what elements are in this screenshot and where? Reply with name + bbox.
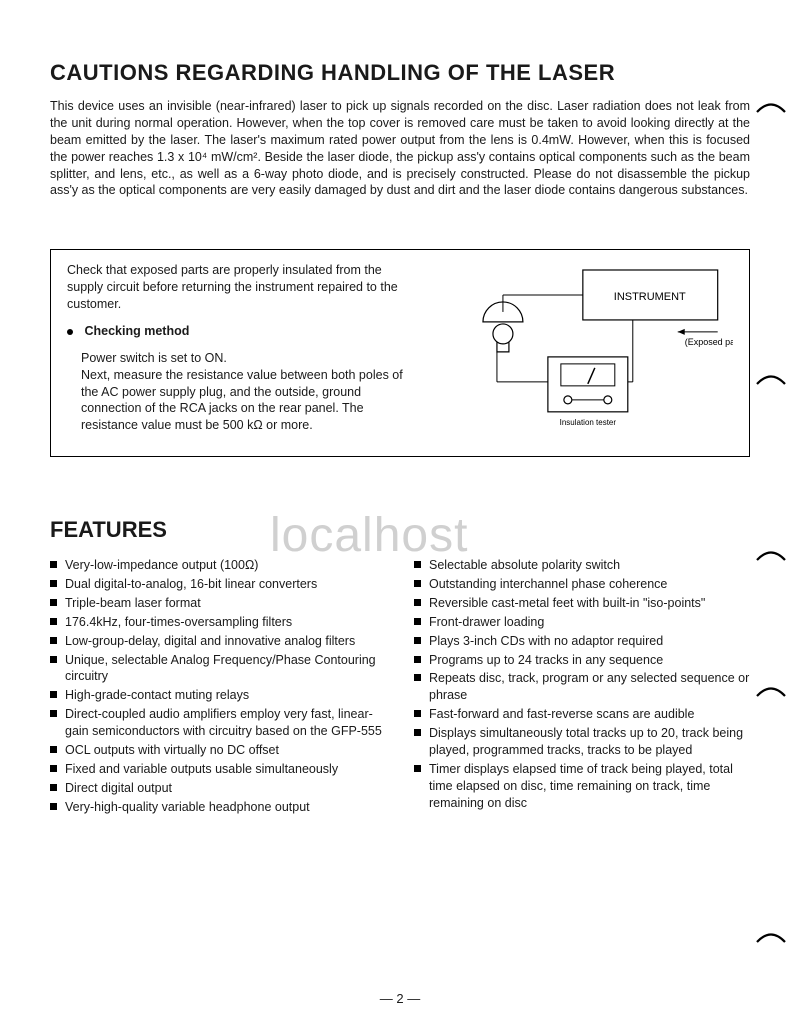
feature-item: High-grade-contact muting relays — [50, 687, 386, 704]
feature-item: Dual digital-to-analog, 16-bit linear co… — [50, 576, 386, 593]
instrument-label: INSTRUMENT — [614, 291, 686, 303]
feature-text: Outstanding interchannel phase coherence — [429, 576, 667, 593]
square-bullet-icon — [50, 580, 57, 587]
feature-item: Front-drawer loading — [414, 614, 750, 631]
features-title: FEATURES — [50, 517, 750, 543]
bullet-icon — [67, 329, 73, 335]
feature-text: Repeats disc, track, program or any sele… — [429, 670, 750, 704]
check-box: Check that exposed parts are properly in… — [50, 249, 750, 457]
feature-item: Reversible cast-metal feet with built-in… — [414, 595, 750, 612]
feature-item: Programs up to 24 tracks in any sequence — [414, 652, 750, 669]
square-bullet-icon — [50, 803, 57, 810]
feature-item: Unique, selectable Analog Frequency/Phas… — [50, 652, 386, 686]
features-col-left: Very-low-impedance output (100Ω) Dual di… — [50, 557, 386, 817]
cautions-body: This device uses an invisible (near-infr… — [50, 98, 750, 199]
tester-label: Insulation tester — [560, 418, 617, 427]
feature-item: Repeats disc, track, program or any sele… — [414, 670, 750, 704]
feature-item: Direct-coupled audio amplifiers employ v… — [50, 706, 386, 740]
square-bullet-icon — [50, 710, 57, 717]
square-bullet-icon — [50, 765, 57, 772]
feature-item: Fixed and variable outputs usable simult… — [50, 761, 386, 778]
feature-text: Fixed and variable outputs usable simult… — [65, 761, 338, 778]
square-bullet-icon — [50, 637, 57, 644]
square-bullet-icon — [50, 691, 57, 698]
feature-text: Front-drawer loading — [429, 614, 544, 631]
feature-text: OCL outputs with virtually no DC offset — [65, 742, 279, 759]
feature-text: Triple-beam laser format — [65, 595, 201, 612]
square-bullet-icon — [50, 618, 57, 625]
feature-text: Very-high-quality variable headphone out… — [65, 799, 310, 816]
square-bullet-icon — [414, 674, 421, 681]
feature-item: Outstanding interchannel phase coherence — [414, 576, 750, 593]
feature-text: Direct digital output — [65, 780, 172, 797]
square-bullet-icon — [414, 765, 421, 772]
feature-text: High-grade-contact muting relays — [65, 687, 249, 704]
square-bullet-icon — [414, 561, 421, 568]
feature-item: Triple-beam laser format — [50, 595, 386, 612]
square-bullet-icon — [50, 746, 57, 753]
features-columns: Very-low-impedance output (100Ω) Dual di… — [50, 557, 750, 817]
feature-item: Selectable absolute polarity switch — [414, 557, 750, 574]
feature-text: 176.4kHz, four-times-oversampling filter… — [65, 614, 292, 631]
exposed-label: (Exposed parts) — [685, 337, 733, 347]
feature-item: Plays 3-inch CDs with no adaptor require… — [414, 633, 750, 650]
square-bullet-icon — [414, 580, 421, 587]
feature-text: Very-low-impedance output (100Ω) — [65, 557, 258, 574]
feature-item: Very-high-quality variable headphone out… — [50, 799, 386, 816]
binding-mark-icon — [756, 372, 786, 384]
square-bullet-icon — [414, 656, 421, 663]
square-bullet-icon — [50, 656, 57, 663]
feature-item: Timer displays elapsed time of track bei… — [414, 761, 750, 812]
check-heading-row: Checking method — [67, 323, 413, 340]
feature-text: Dual digital-to-analog, 16-bit linear co… — [65, 576, 317, 593]
feature-text: Selectable absolute polarity switch — [429, 557, 620, 574]
square-bullet-icon — [414, 618, 421, 625]
feature-item: Very-low-impedance output (100Ω) — [50, 557, 386, 574]
check-heading: Checking method — [84, 324, 189, 338]
check-intro: Check that exposed parts are properly in… — [67, 262, 413, 313]
page-number: — 2 — — [0, 991, 800, 1006]
feature-text: Reversible cast-metal feet with built-in… — [429, 595, 705, 612]
square-bullet-icon — [414, 637, 421, 644]
square-bullet-icon — [414, 729, 421, 736]
feature-text: Fast-forward and fast-reverse scans are … — [429, 706, 694, 723]
check-left-column: Check that exposed parts are properly in… — [67, 262, 413, 444]
feature-item: 176.4kHz, four-times-oversampling filter… — [50, 614, 386, 631]
square-bullet-icon — [414, 599, 421, 606]
feature-item: Displays simultaneously total tracks up … — [414, 725, 750, 759]
square-bullet-icon — [50, 599, 57, 606]
features-col-right: Selectable absolute polarity switch Outs… — [414, 557, 750, 817]
binding-mark-icon — [756, 684, 786, 696]
feature-text: Unique, selectable Analog Frequency/Phas… — [65, 652, 386, 686]
check-diagram: INSTRUMENT (Exposed parts) — [433, 262, 733, 444]
binding-mark-icon — [756, 930, 786, 942]
check-method: Power switch is set to ON. Next, measure… — [81, 350, 413, 434]
square-bullet-icon — [50, 784, 57, 791]
feature-item: Direct digital output — [50, 780, 386, 797]
feature-text: Timer displays elapsed time of track bei… — [429, 761, 750, 812]
cautions-title: CAUTIONS REGARDING HANDLING OF THE LASER — [50, 60, 750, 86]
feature-text: Plays 3-inch CDs with no adaptor require… — [429, 633, 663, 650]
square-bullet-icon — [414, 710, 421, 717]
feature-text: Direct-coupled audio amplifiers employ v… — [65, 706, 386, 740]
feature-item: Fast-forward and fast-reverse scans are … — [414, 706, 750, 723]
binding-mark-icon — [756, 548, 786, 560]
binding-mark-icon — [756, 100, 786, 112]
feature-text: Low-group-delay, digital and innovative … — [65, 633, 355, 650]
square-bullet-icon — [50, 561, 57, 568]
feature-item: Low-group-delay, digital and innovative … — [50, 633, 386, 650]
feature-text: Displays simultaneously total tracks up … — [429, 725, 750, 759]
feature-text: Programs up to 24 tracks in any sequence — [429, 652, 663, 669]
feature-item: OCL outputs with virtually no DC offset — [50, 742, 386, 759]
